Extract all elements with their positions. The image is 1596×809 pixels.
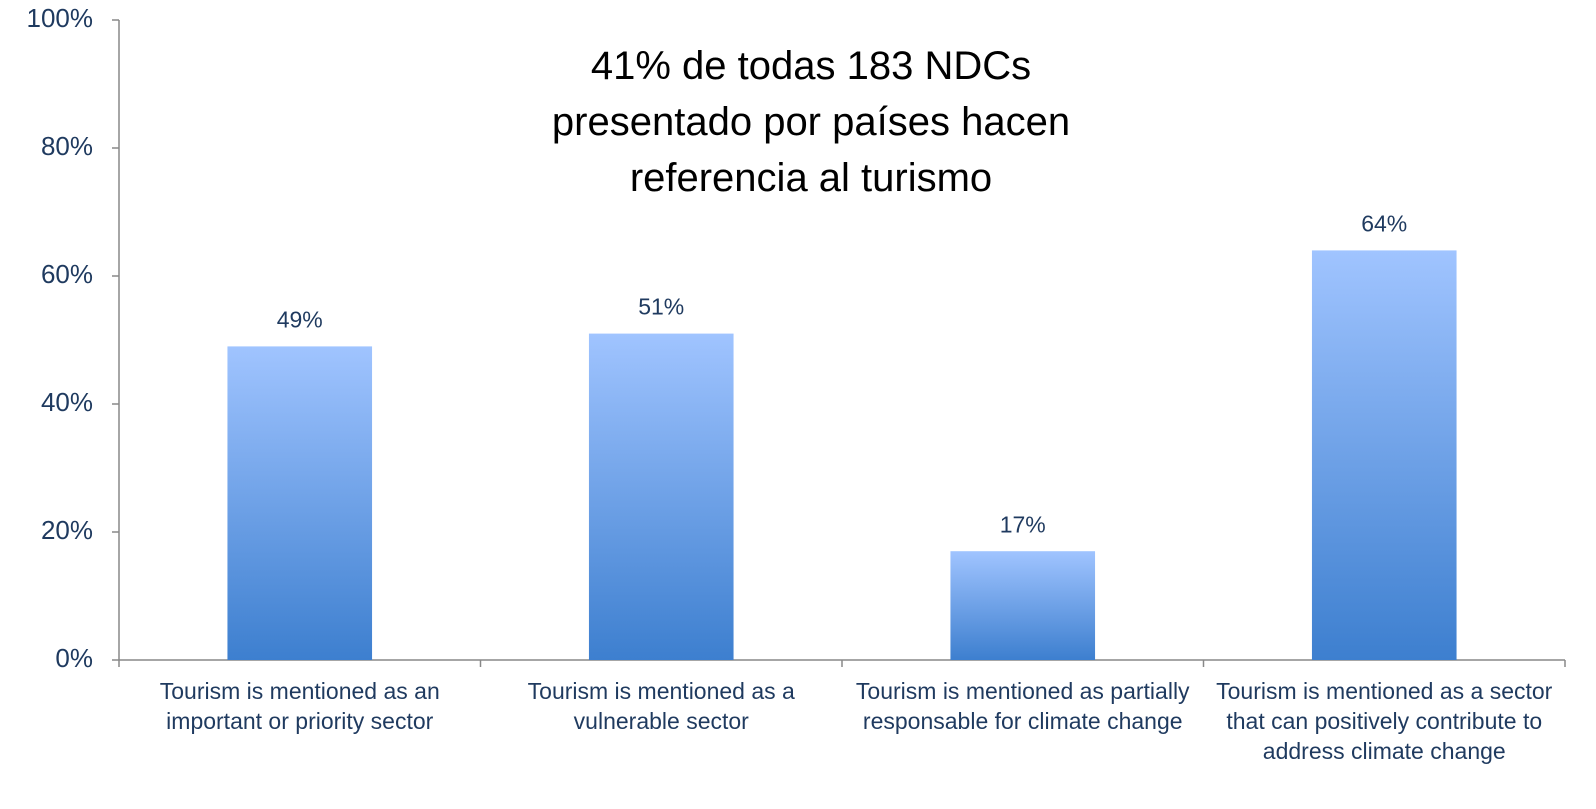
bar bbox=[588, 333, 734, 660]
y-tick-label: 100% bbox=[27, 3, 94, 33]
y-tick-label: 20% bbox=[41, 515, 93, 545]
chart-title: 41% de todas 183 NDCs presentado por paí… bbox=[551, 44, 1071, 200]
x-tick-label: Tourism is mentioned as partially respon… bbox=[855, 678, 1190, 734]
y-tick-label: 40% bbox=[41, 387, 93, 417]
value-label: 64% bbox=[1361, 210, 1407, 236]
x-tick-label: Tourism is mentioned as a vulnerable sec… bbox=[527, 678, 795, 734]
x-tick-label: Tourism is mentioned as a sector that ca… bbox=[1216, 678, 1553, 764]
value-label: 51% bbox=[638, 294, 684, 320]
y-tick-label: 60% bbox=[41, 259, 93, 289]
value-label: 17% bbox=[1000, 511, 1046, 537]
y-tick-label: 80% bbox=[41, 131, 93, 161]
x-tick-label: Tourism is mentioned as an important or … bbox=[159, 678, 440, 734]
bar bbox=[227, 346, 373, 660]
y-tick-label: 0% bbox=[55, 643, 93, 673]
value-label: 49% bbox=[277, 306, 323, 332]
bar bbox=[950, 551, 1096, 660]
bar bbox=[1311, 250, 1457, 660]
